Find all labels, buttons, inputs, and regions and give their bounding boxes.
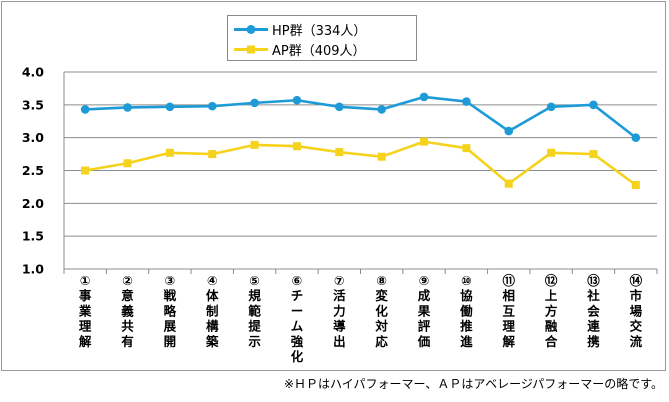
data-point-ap	[462, 144, 471, 153]
series-line-hp	[85, 95, 637, 139]
data-point-ap	[504, 179, 513, 188]
x-tick-label: ④ 体制構築	[205, 273, 219, 349]
data-point-ap	[81, 166, 90, 175]
x-tick-label: ② 意義共有	[121, 273, 134, 349]
x-tick-label: ⑧ 変化対応	[374, 273, 388, 349]
data-point-hp	[292, 95, 302, 105]
data-point-ap	[377, 152, 386, 161]
x-tick-label: ⑫ 上方融合	[545, 273, 558, 349]
x-tick-label: ⑤ 規範提示	[247, 273, 261, 349]
y-tick-label: 3.5	[22, 97, 44, 112]
y-tick-label: 2.0	[22, 196, 44, 211]
data-point-ap	[292, 142, 301, 151]
x-tick-label: ⑥ チーム強化	[291, 273, 304, 364]
data-point-ap	[547, 148, 556, 157]
y-tick-label: 2.5	[22, 163, 44, 178]
data-point-hp	[250, 98, 259, 108]
data-point-ap	[208, 150, 217, 159]
data-point-hp	[589, 100, 598, 110]
data-point-ap	[250, 140, 259, 149]
series-line-ap	[84, 140, 637, 186]
data-point-ap	[123, 159, 132, 168]
x-tick-label: ⑩ 協働推進	[459, 273, 473, 349]
data-point-hp	[631, 133, 641, 142]
legend-label-ap: AP群（409人）	[272, 43, 366, 59]
legend-item-ap: AP群（409人）	[234, 39, 366, 59]
y-tick-label: 1.0	[22, 262, 44, 277]
x-tick-label: ⑭ 市場交流	[630, 273, 643, 349]
x-tick-label: ⑦ 活力導出	[333, 273, 346, 349]
data-point-hp	[123, 103, 132, 112]
data-point-hp	[80, 105, 90, 114]
y-tick-label: 3.0	[22, 130, 44, 145]
x-tick-label: ⑬ 社会連携	[586, 273, 600, 349]
legend-item-hp: HP群（334人）	[234, 19, 366, 39]
data-point-ap	[165, 148, 174, 157]
y-tick-label: 4.0	[22, 65, 44, 80]
data-point-hp	[419, 92, 429, 102]
x-tick-label: ① 事業理解	[78, 273, 92, 349]
footnote: ※ＨＰはハイパフォーマー、ＡＰはアベレージパフォーマーの略です。	[283, 377, 663, 391]
x-tick-label: ⑨ 成果評価	[417, 273, 431, 349]
y-tick-label: 1.5	[22, 229, 44, 244]
data-point-ap	[420, 137, 429, 146]
line-chart: 1.0 1.5 2.0 2.5 3.0 3.5 4.0 ① 事業理解 ② 意義共有 ③ 戦略展開 ④ 体制構…	[22, 65, 658, 364]
x-tick-label: ③ 戦略展開	[164, 273, 177, 349]
x-tick-label: ⑪ 相互理解	[502, 273, 515, 349]
data-point-ap	[335, 148, 344, 157]
data-point-hp	[165, 102, 175, 112]
data-point-hp	[377, 105, 386, 114]
data-point-hp	[462, 97, 471, 106]
data-point-ap	[589, 150, 598, 159]
chart-frame: 1.0 1.5 2.0 2.5 3.0 3.5 4.0 ① 事業理解 ② 意義共有 ③ 戦略展開 ④ 体制構…	[1, 1, 666, 371]
legend: HP群（334人） AP群（409人）	[227, 15, 417, 61]
data-point-hp	[546, 102, 556, 112]
data-point-hp	[335, 102, 344, 112]
data-point-hp	[504, 126, 514, 136]
legend-swatch-hp	[234, 19, 268, 39]
data-point-ap	[631, 180, 640, 189]
data-point-hp	[207, 101, 217, 111]
legend-swatch-ap	[234, 39, 268, 59]
legend-label-hp: HP群（334人）	[272, 23, 367, 39]
